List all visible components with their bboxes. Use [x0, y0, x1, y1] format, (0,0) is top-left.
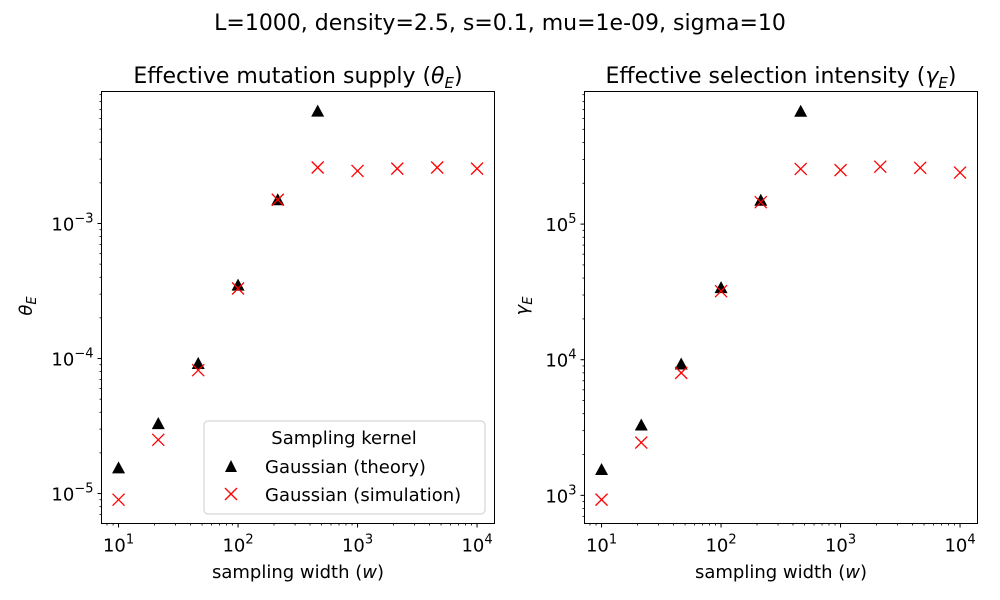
simulation-point-stroke: [191, 363, 205, 377]
panel-selection-intensity: Effective selection intensity (γE) γE sa…: [512, 64, 978, 583]
legend-entry-label: Gaussian (theory): [265, 457, 426, 478]
panel-mutation-supply: Effective mutation supply (θE) θE sampli…: [16, 64, 495, 583]
simulation-point-stroke: [873, 160, 887, 174]
axes-frame: [101, 91, 495, 524]
legend-entry-label: Gaussian (simulation): [265, 485, 461, 506]
x-tick-label: 101: [103, 533, 134, 557]
simulation-point: [390, 162, 404, 176]
figure-suptitle: L=1000, density=2.5, s=0.1, mu=1e-09, si…: [214, 11, 786, 36]
simulation-point: [674, 366, 688, 380]
plot-area: [112, 104, 484, 507]
legend-box: [203, 420, 486, 515]
legend-title: Sampling kernel: [271, 428, 416, 449]
theory-point: [151, 417, 165, 430]
simulation-point: [231, 282, 245, 295]
simulation-point-stroke: [595, 493, 609, 507]
y-tick-label: 10−3: [51, 212, 93, 236]
simulation-point: [470, 162, 484, 176]
plot-area: [595, 104, 967, 507]
y-tick-label: 103: [545, 483, 576, 507]
x-tick-label: 101: [586, 533, 617, 557]
y-tick-label: 10−5: [51, 482, 93, 506]
x-tick-label: 103: [825, 533, 856, 557]
y-tick-label: 105: [545, 212, 576, 236]
simulation-point: [112, 493, 126, 507]
simulation-point: [191, 363, 205, 377]
simulation-point-stroke: [430, 161, 444, 174]
theory-point: [231, 278, 245, 291]
theory-point: [311, 104, 325, 117]
y-tick-label: 104: [545, 348, 576, 372]
theory-point: [634, 418, 648, 431]
simulation-point-stroke: [714, 284, 728, 298]
simulation-point: [754, 195, 768, 209]
legend: Sampling kernel Gaussian (theory) Gaussi…: [203, 420, 486, 515]
x-axis-label: sampling width (w): [695, 562, 867, 583]
chart-title: Effective selection intensity (γE): [606, 64, 957, 92]
simulation-point-stroke: [794, 162, 808, 176]
simulation-point-stroke: [834, 163, 848, 177]
theory-point: [112, 461, 126, 474]
theory-point: [754, 193, 768, 206]
simulation-point: [634, 436, 648, 450]
tick-layer: 101 102 103 104 10−5 10−4 10−3: [51, 94, 493, 557]
simulation-point: [714, 284, 728, 298]
theory-point: [191, 356, 205, 369]
x-tick-label: 104: [944, 533, 975, 557]
simulation-point-stroke: [271, 193, 285, 207]
simulation-point-stroke: [311, 161, 325, 174]
x-tick-label: 102: [222, 533, 253, 557]
simulation-point: [311, 161, 325, 174]
simulation-point-stroke: [390, 162, 404, 176]
chart-title: Effective mutation supply (θE): [133, 64, 462, 92]
simulation-point: [430, 161, 444, 174]
simulation-point: [873, 160, 887, 174]
simulation-point-stroke: [634, 436, 648, 450]
simulation-point-stroke: [953, 166, 967, 179]
simulation-point-stroke: [112, 493, 126, 507]
simulation-point-stroke: [151, 433, 165, 447]
x-tick-label: 103: [342, 533, 373, 557]
simulation-point-stroke: [754, 195, 768, 209]
simulation-point-stroke: [470, 162, 484, 176]
simulation-point: [595, 493, 609, 507]
simulation-point: [953, 166, 967, 179]
y-axis-label: θE: [16, 296, 40, 316]
x-axis-label: sampling width (w): [212, 562, 384, 583]
simulation-point: [151, 433, 165, 447]
theory-point: [674, 357, 688, 370]
x-tick-label: 104: [461, 533, 492, 557]
legend-marker-x: [224, 487, 238, 501]
theory-point: [794, 104, 808, 117]
theory-point: [714, 281, 728, 294]
simulation-point: [794, 162, 808, 176]
axes-frame: [584, 91, 978, 524]
simulation-point-stroke: [351, 164, 365, 178]
y-tick-label: 10−4: [51, 347, 93, 371]
simulation-point: [913, 161, 927, 175]
simulation-point: [834, 163, 848, 177]
legend-marker-triangle: [225, 460, 237, 472]
y-axis-label: γE: [512, 296, 536, 316]
simulation-point-stroke: [913, 161, 927, 175]
theory-point: [595, 463, 609, 476]
simulation-point-stroke: [231, 282, 245, 295]
simulation-point: [271, 193, 285, 207]
simulation-point: [351, 164, 365, 178]
simulation-point-stroke: [674, 366, 688, 380]
x-tick-label: 102: [705, 533, 736, 557]
